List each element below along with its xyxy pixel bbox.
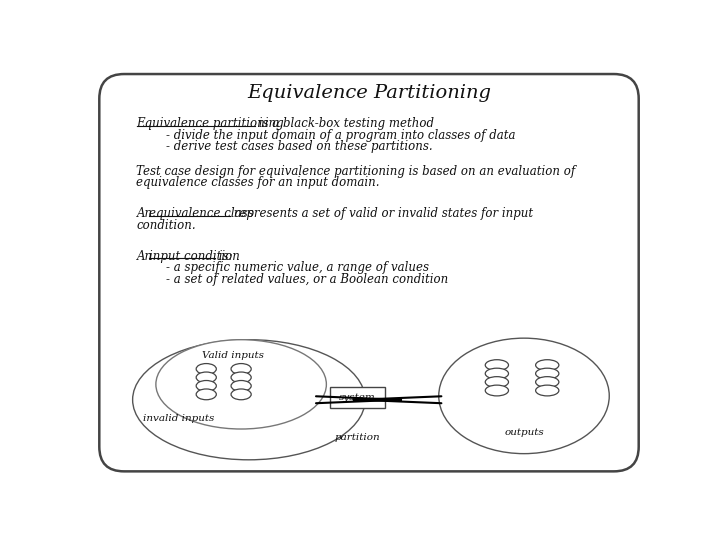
FancyBboxPatch shape	[99, 74, 639, 471]
Text: Equivalence Partitioning: Equivalence Partitioning	[247, 84, 491, 102]
Text: Equivalence partitioning: Equivalence partitioning	[137, 117, 284, 130]
Ellipse shape	[231, 389, 251, 400]
Ellipse shape	[156, 340, 326, 429]
Ellipse shape	[485, 360, 508, 370]
Text: An: An	[137, 207, 156, 220]
Text: - a specific numeric value, a range of values: - a specific numeric value, a range of v…	[137, 261, 430, 274]
Ellipse shape	[536, 360, 559, 370]
Text: - derive test cases based on these partitions.: - derive test cases based on these parti…	[137, 140, 433, 153]
Ellipse shape	[231, 363, 251, 374]
Text: invalid inputs: invalid inputs	[143, 414, 215, 423]
Text: - divide the input domain of a program into classes of data: - divide the input domain of a program i…	[137, 129, 516, 141]
Text: - a set of related values, or a Boolean condition: - a set of related values, or a Boolean …	[137, 273, 449, 286]
Ellipse shape	[231, 381, 251, 392]
Text: is:: is:	[215, 249, 233, 262]
Ellipse shape	[196, 363, 216, 374]
Text: An: An	[137, 249, 156, 262]
Ellipse shape	[196, 389, 216, 400]
Text: partition: partition	[335, 433, 380, 442]
Ellipse shape	[196, 381, 216, 392]
Text: condition.: condition.	[137, 219, 196, 232]
Ellipse shape	[485, 385, 508, 396]
Text: input condition: input condition	[149, 249, 240, 262]
Text: is a black-box testing method: is a black-box testing method	[255, 117, 434, 130]
Text: Test case design for equivalence partitioning is based on an evaluation of: Test case design for equivalence partiti…	[137, 165, 576, 178]
Text: outputs: outputs	[504, 428, 544, 437]
Text: equivalence class: equivalence class	[149, 207, 253, 220]
Ellipse shape	[536, 377, 559, 387]
Text: equivalence classes for an input domain.: equivalence classes for an input domain.	[137, 177, 380, 190]
Ellipse shape	[485, 368, 508, 379]
Ellipse shape	[536, 368, 559, 379]
Ellipse shape	[536, 385, 559, 396]
FancyBboxPatch shape	[330, 387, 384, 408]
Ellipse shape	[231, 372, 251, 383]
Ellipse shape	[132, 340, 365, 460]
Text: Valid inputs: Valid inputs	[202, 351, 264, 360]
Ellipse shape	[196, 372, 216, 383]
Text: represents a set of valid or invalid states for input: represents a set of valid or invalid sta…	[230, 207, 533, 220]
Ellipse shape	[438, 338, 609, 454]
Ellipse shape	[485, 377, 508, 387]
Text: system: system	[339, 393, 376, 402]
